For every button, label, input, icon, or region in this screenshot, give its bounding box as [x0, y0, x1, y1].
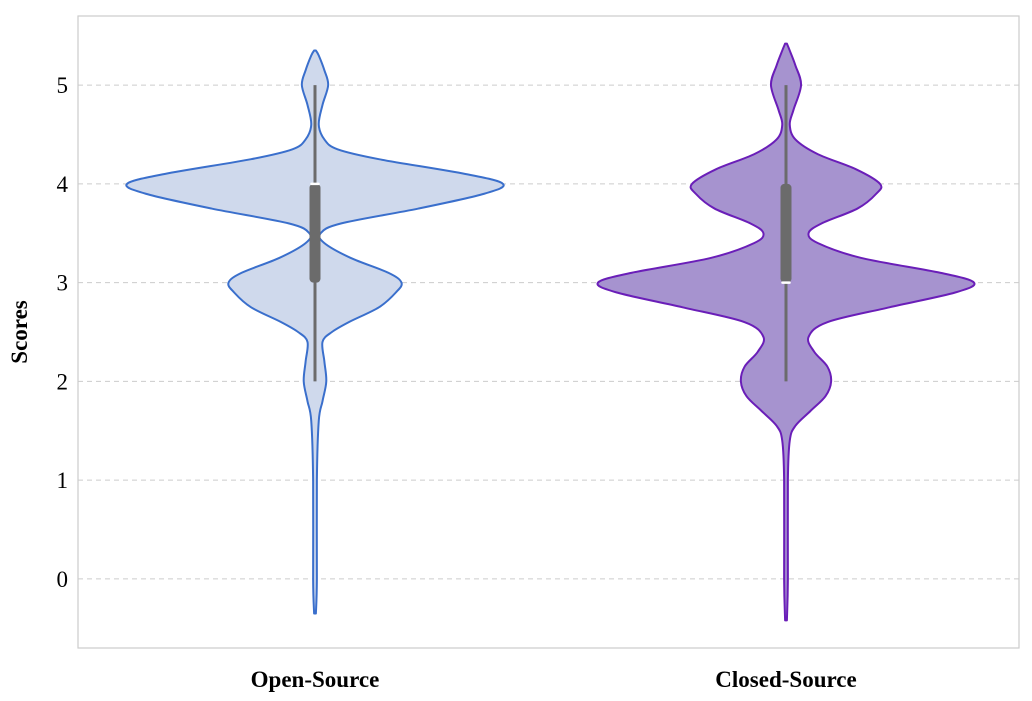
y-tick-label: 3: [57, 271, 69, 296]
y-tick-label: 1: [57, 468, 69, 493]
y-tick-label: 2: [57, 369, 69, 394]
y-tick-label: 0: [57, 567, 69, 592]
x-category-labels: Open-Source Closed-Source: [251, 667, 857, 692]
x-category-label: Closed-Source: [715, 667, 856, 692]
grid-layer: [78, 84, 1019, 580]
iqr-box: [309, 183, 321, 283]
y-axis-title: Scores: [7, 300, 32, 364]
violin-layer: [125, 42, 976, 622]
plot-frame: [77, 15, 1020, 649]
y-tick-label: 4: [57, 172, 69, 197]
y-tick-label: 5: [57, 73, 69, 98]
iqr-box: [780, 183, 792, 283]
y-tick-labels: 0 1 2 3 4 5: [57, 73, 69, 592]
x-category-label: Open-Source: [251, 667, 380, 692]
